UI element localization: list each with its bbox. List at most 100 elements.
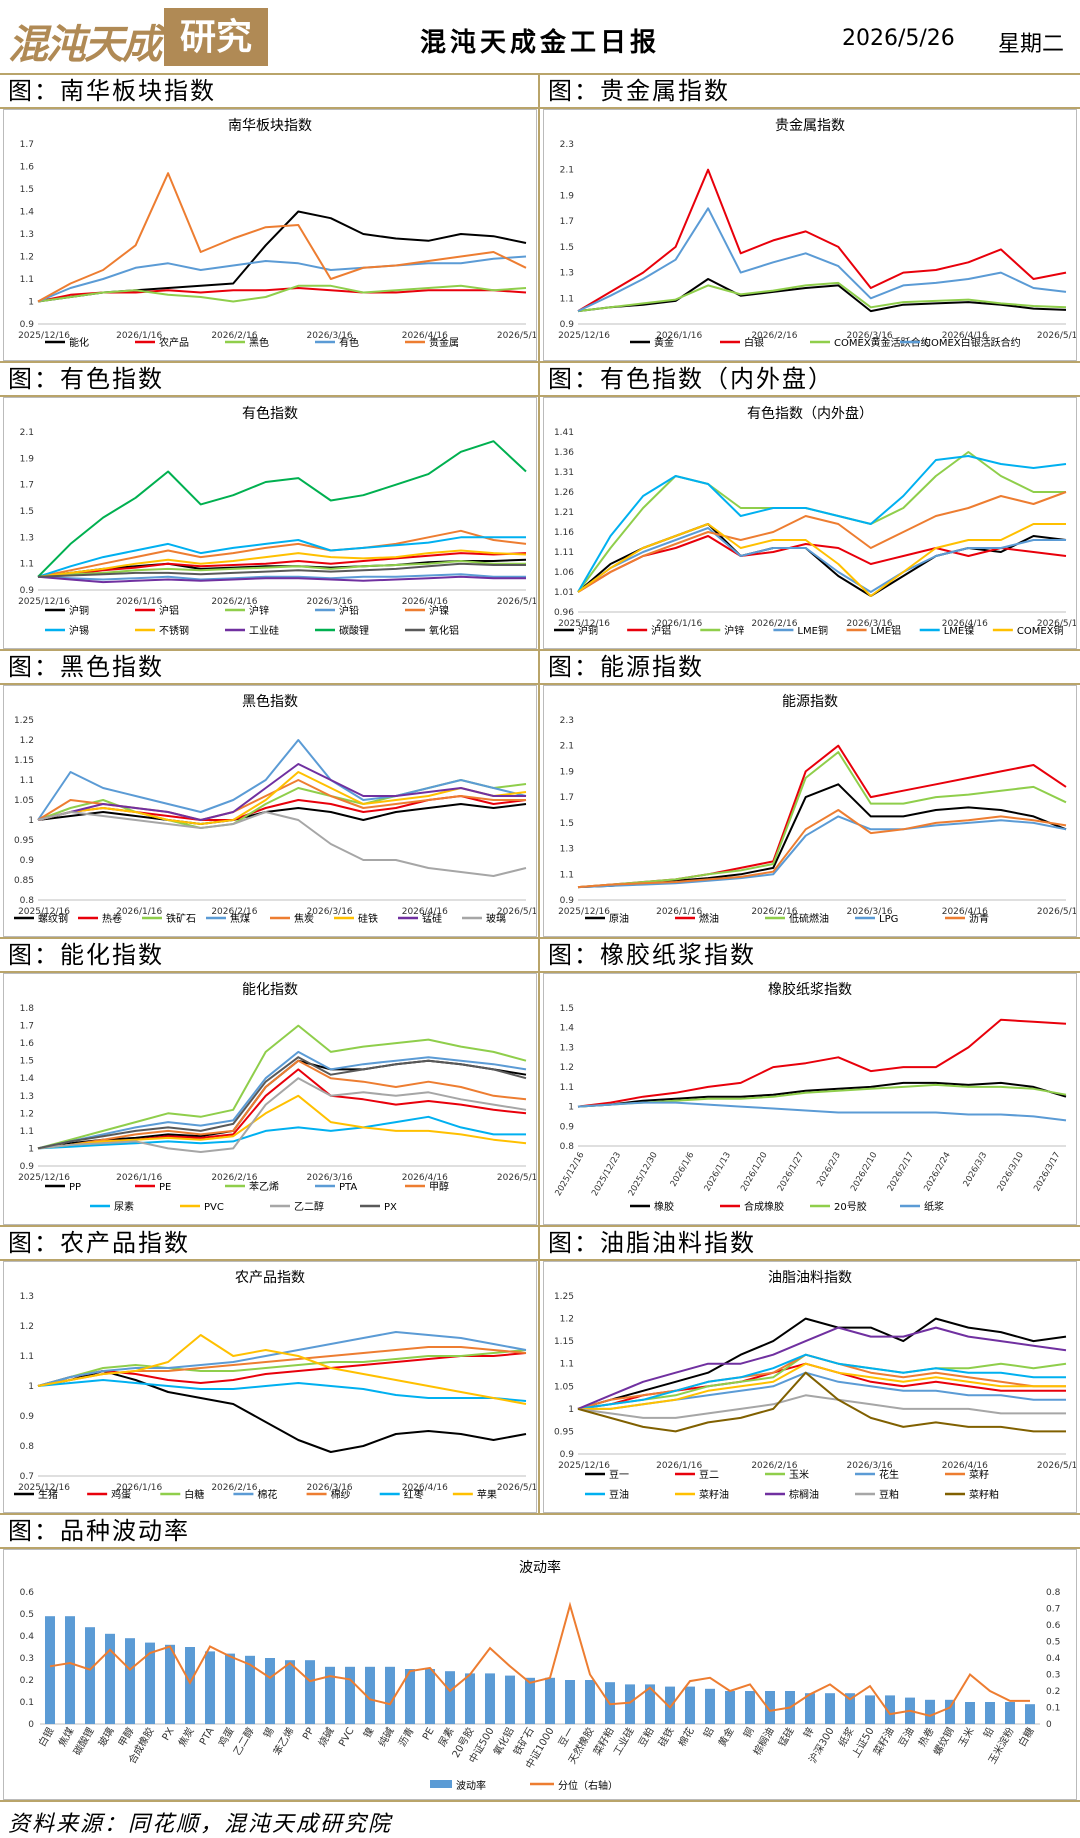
series-line [577, 1371, 1066, 1433]
legend-label: COMEX白银活跃合约 [924, 336, 1021, 349]
category-label: 棉花 [675, 1725, 696, 1749]
legend-label: PVC [204, 1202, 224, 1213]
y2-tick-label: 0.6 [1046, 1621, 1061, 1631]
y-tick-label: 0.9 [560, 1122, 575, 1132]
legend-label: 豆二 [699, 1469, 719, 1481]
y-tick-label: 0.9 [560, 896, 575, 906]
volatility-bar [545, 1677, 555, 1724]
volatility-bar [245, 1655, 255, 1724]
y-tick-label: 2.3 [560, 140, 574, 150]
legend-label: COMEX黄金活跃合约 [834, 336, 931, 349]
category-label: 鸡蛋 [215, 1725, 236, 1749]
category-label: 螺纹钢 [930, 1725, 956, 1757]
logo-box: 研究院 [164, 8, 268, 116]
category-label: 镍 [360, 1725, 376, 1740]
x-tick-label: 2026/5/16 [1037, 907, 1076, 917]
y-tick-label: 1.7 [560, 793, 574, 803]
series-line [37, 573, 526, 581]
chart-title: 南华板块指数 [228, 118, 312, 134]
x-tick-label: 2026/3/17 [1032, 1151, 1062, 1194]
legend-label: 棉纱 [331, 1488, 351, 1501]
legend-label: 甲醇 [429, 1180, 449, 1193]
legend-label: 苯乙烯 [249, 1180, 279, 1193]
section-row-4: 图：能化指数 图：橡胶纸浆指数 [0, 937, 1080, 973]
legend-label: 沪锌 [724, 624, 744, 637]
series-line [577, 281, 1067, 313]
category-label: 豆粕 [635, 1725, 656, 1749]
chart-nonferrous: 有色指数 0.9 1.1 1.3 1.5 1.7 1.9 2.1 2025/12/16 2026/… [18, 405, 536, 637]
legend-label: 乙二醇 [294, 1200, 324, 1213]
legend-label: 鸡蛋 [111, 1488, 131, 1501]
volatility-bar [445, 1671, 455, 1724]
chart-panel-precious: 贵金属指数 0.9 1.1 1.3 1.5 1.7 1.9 2.1 2.3 2025/12/16 2… [543, 109, 1077, 361]
category-label: 纸浆 [835, 1725, 856, 1749]
company-logo: 混沌天成 研究院 [8, 6, 268, 116]
category-label: PTA [198, 1726, 217, 1747]
x-tick-label: 2026/4/16 [402, 1483, 448, 1493]
chart-oils: 油脂油料指数 0.9 0.95 1 1.05 1.1 1.15 1.2 1.25 2025/12/… [554, 1270, 1076, 1501]
legend-label: 原油 [609, 912, 629, 925]
x-tick-label: 2025/12/30 [627, 1151, 660, 1198]
series-line [37, 210, 527, 303]
legend-label: PE [159, 1182, 171, 1193]
legend-label: 沪锡 [69, 624, 89, 637]
y-tick-label: 1.16 [554, 528, 574, 538]
x-tick-label: 2026/2/16 [751, 1461, 797, 1471]
volatility-bar [965, 1702, 975, 1724]
volatility-bar [85, 1627, 95, 1724]
x-tick-label: 2025/12/16 [553, 1151, 586, 1198]
series-line [577, 1394, 1066, 1419]
series-line [37, 803, 527, 825]
x-tick-label: 2026/2/16 [751, 907, 797, 917]
category-label: 烧碱 [315, 1725, 336, 1749]
x-tick-label: 2026/1/16 [116, 907, 162, 917]
report-weekday: 星期二 [998, 32, 1065, 57]
category-label: 沥青 [395, 1725, 416, 1749]
category-label: 豆一 [556, 1726, 576, 1749]
x-tick-label: 2026/2/16 [751, 619, 797, 629]
y-tick-label: 0.8 [20, 896, 35, 906]
x-tick-label: 2026/3/16 [307, 597, 353, 607]
legend-label: 螺纹钢 [38, 912, 68, 925]
volatility-bar [485, 1673, 495, 1724]
y-tick-label: 1.25 [554, 1292, 574, 1302]
volatility-bar [225, 1653, 235, 1724]
volatility-bar [405, 1669, 415, 1724]
category-label: 豆油 [895, 1725, 916, 1749]
y-tick-label: 1.36 [554, 448, 574, 458]
x-tick-label: 2026/1/16 [116, 1173, 162, 1183]
legend-label: LME铝 [871, 625, 902, 637]
y-tick-label: 1.15 [554, 1337, 574, 1347]
legend-label: 碳酸锂 [339, 624, 369, 637]
x-tick-label: 2026/5/16 [497, 907, 536, 917]
legend-swatch [430, 1780, 452, 1788]
section-title: 图：有色指数 [8, 365, 164, 393]
category-label: 尿素 [435, 1725, 456, 1749]
legend-label: 沥青 [969, 912, 989, 925]
category-label: 玻璃 [95, 1725, 116, 1749]
y-tick-label: 0.9 [560, 320, 575, 330]
series-line [37, 1115, 526, 1150]
y-tick-label: 0.1 [20, 1698, 34, 1708]
x-tick-label: 2026/2/10 [849, 1151, 879, 1194]
y-tick-label: 1.9 [560, 767, 575, 777]
section-title: 图：南华板块指数 [8, 77, 216, 105]
column-divider [538, 75, 540, 1515]
y-tick-label: 1.06 [554, 568, 574, 578]
y-tick-label: 1.01 [554, 588, 574, 598]
chart-panel-ferrous: 黑色指数 0.8 0.85 0.9 0.95 1 1.05 1.1 1.15 1.2 1.25 202… [3, 685, 537, 937]
series-line [577, 168, 1067, 312]
chart-panel-volatility: 波动率 0 0.1 0.2 0.3 0.4 0.5 0.6 0 0.1 0.2 0.3 0.4 0.5 0.… [3, 1549, 1077, 1800]
y-tick-label: 1.2 [20, 1322, 34, 1332]
series-line [37, 552, 527, 578]
legend-label: 黑色 [249, 336, 269, 349]
category-label: 铝 [701, 1726, 716, 1741]
section-row-3: 图：黑色指数 图：能源指数 [0, 649, 1080, 685]
y-tick-label: 1 [568, 1103, 574, 1113]
section-title: 图：油脂油料指数 [548, 1229, 756, 1257]
y-tick-label: 1.5 [560, 1004, 574, 1014]
series-line [577, 1353, 1067, 1410]
volatility-bar [185, 1647, 195, 1724]
y-tick-label: 1.3 [20, 1092, 34, 1102]
legend-label: 尿素 [114, 1200, 134, 1213]
